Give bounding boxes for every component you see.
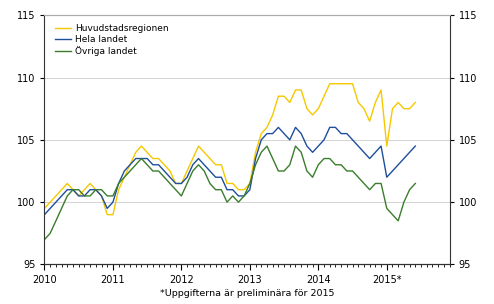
Övriga landet: [412, 181, 418, 185]
Hela landet: [412, 144, 418, 148]
Hela landet: [338, 132, 344, 135]
Övriga landet: [201, 169, 207, 173]
Hela landet: [41, 213, 47, 216]
Hela landet: [70, 188, 76, 192]
Line: Övriga landet: Övriga landet: [44, 146, 415, 240]
Övriga landet: [41, 238, 47, 241]
Legend: Huvudstadsregionen, Hela landet, Övriga landet: Huvudstadsregionen, Hela landet, Övriga …: [53, 22, 170, 58]
Huvudstadsregionen: [162, 163, 167, 167]
Huvudstadsregionen: [207, 157, 213, 160]
Hela landet: [156, 163, 162, 167]
Hela landet: [276, 126, 282, 129]
Övriga landet: [338, 163, 344, 167]
Övriga landet: [133, 163, 139, 167]
Hela landet: [390, 169, 396, 173]
Huvudstadsregionen: [212, 163, 218, 167]
Hela landet: [133, 157, 139, 160]
Huvudstadsregionen: [412, 101, 418, 104]
Hela landet: [201, 163, 207, 167]
Huvudstadsregionen: [104, 213, 110, 216]
Övriga landet: [156, 169, 162, 173]
Övriga landet: [264, 144, 270, 148]
Övriga landet: [70, 188, 76, 192]
Huvudstadsregionen: [138, 144, 144, 148]
Line: Huvudstadsregionen: Huvudstadsregionen: [44, 84, 415, 215]
Huvudstadsregionen: [41, 206, 47, 210]
Line: Hela landet: Hela landet: [44, 127, 415, 215]
Huvudstadsregionen: [327, 82, 332, 85]
Text: *Uppgifterna är preliminära för 2015: *Uppgifterna är preliminära för 2015: [160, 289, 334, 298]
Övriga landet: [390, 213, 396, 216]
Huvudstadsregionen: [70, 188, 76, 192]
Huvudstadsregionen: [344, 82, 350, 85]
